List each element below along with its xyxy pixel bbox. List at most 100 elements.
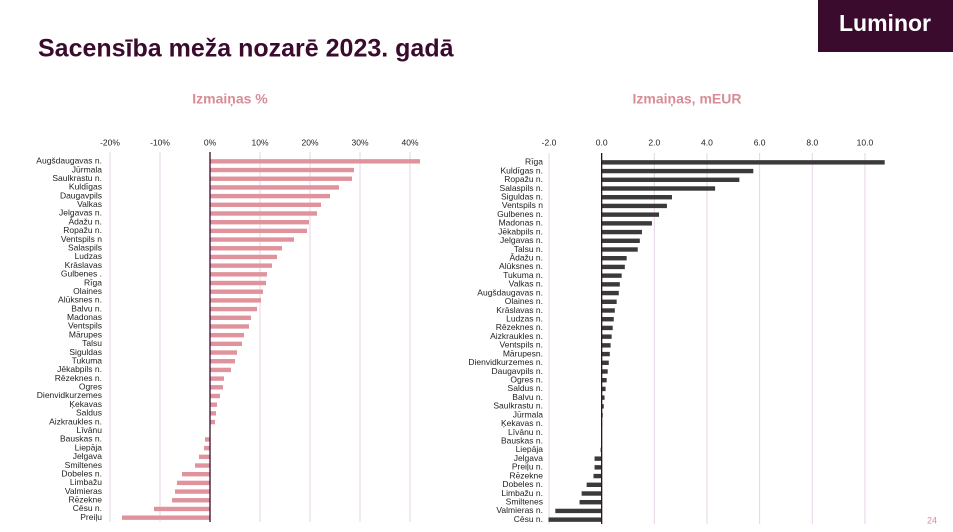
- y-tick-label: Gulbenes .: [61, 269, 102, 279]
- y-tick-label: Saldus n.: [508, 383, 543, 393]
- bar: [601, 186, 716, 191]
- bar: [210, 411, 216, 416]
- y-tick-label: Salaspils n.: [500, 183, 543, 193]
- y-tick-label: Alūksnes n.: [58, 295, 102, 305]
- bar: [601, 247, 638, 252]
- x-tick-label: 2.0: [648, 137, 660, 147]
- bar: [601, 369, 608, 374]
- x-tick-label: 30%: [351, 137, 368, 147]
- bar: [586, 482, 602, 487]
- bar: [601, 404, 604, 409]
- y-tick-label: Jēkabpils n.: [57, 364, 102, 374]
- bar: [601, 343, 611, 348]
- bar: [210, 419, 215, 425]
- bar: [182, 472, 210, 477]
- bar: [210, 385, 223, 390]
- x-tick-label: 0.0: [596, 137, 608, 147]
- x-tick-label: -2.0: [542, 137, 557, 147]
- bar: [177, 480, 210, 486]
- y-tick-label: Talsu n.: [514, 244, 543, 254]
- bar: [210, 246, 282, 251]
- bar: [210, 202, 321, 207]
- y-tick-label: Krāslavas: [65, 260, 102, 270]
- y-tick-label: Augšdaugavas n.: [36, 156, 102, 166]
- bar: [205, 437, 210, 442]
- bar: [601, 325, 613, 331]
- x-tick-label: -20%: [100, 137, 120, 147]
- bar: [601, 168, 754, 174]
- x-tick-label: 4.0: [701, 137, 713, 147]
- bar: [210, 306, 257, 312]
- bar: [154, 506, 210, 512]
- y-tick-label: Ogres n.: [510, 374, 543, 384]
- bar: [210, 176, 352, 181]
- bar: [210, 376, 224, 381]
- y-tick-label: Rīga: [84, 277, 102, 287]
- bar: [210, 341, 242, 347]
- bar: [210, 272, 267, 277]
- bar: [601, 282, 620, 287]
- y-tick-label: Bauskas n.: [60, 434, 102, 444]
- bar: [204, 445, 210, 451]
- logo-box: [818, 0, 953, 52]
- bar: [579, 500, 602, 505]
- bar: [601, 273, 622, 278]
- bar: [210, 350, 237, 355]
- bar: [601, 351, 610, 357]
- bar: [210, 211, 317, 216]
- bar: [601, 308, 615, 313]
- bar: [601, 299, 617, 304]
- y-tick-label: Dienvidkurzemes n.: [468, 357, 543, 367]
- bar: [210, 298, 261, 303]
- y-tick-label: Ventspils n: [502, 200, 543, 210]
- y-tick-label: Jelgava: [514, 453, 544, 463]
- bar: [210, 332, 244, 338]
- y-tick-label: Rēzeknes n.: [496, 322, 543, 332]
- y-tick-label: Liepāja: [75, 442, 103, 452]
- y-tick-label: Ventspils: [68, 321, 102, 331]
- bar: [195, 463, 210, 468]
- y-tick-label: Daugavpils n.: [491, 366, 543, 376]
- y-tick-label: Mārupes: [69, 329, 102, 339]
- bar: [210, 228, 307, 234]
- y-tick-label: Balvu n.: [71, 303, 102, 313]
- y-tick-label: Valkas n.: [509, 279, 543, 289]
- y-tick-label: Limbažu n.: [501, 488, 543, 498]
- y-tick-label: Talsu: [82, 338, 102, 348]
- bar: [601, 221, 652, 226]
- bar: [210, 254, 277, 260]
- bar: [601, 334, 612, 339]
- y-tick-label: Preiļu: [80, 512, 102, 522]
- y-tick-label: Aizkraukles n.: [490, 331, 543, 341]
- y-tick-label: Balvu n.: [512, 392, 543, 402]
- y-tick-label: Jelgava: [73, 451, 103, 461]
- bar: [210, 185, 339, 190]
- y-tick-label: Liepāja: [516, 444, 544, 454]
- bar: [593, 473, 602, 479]
- logo: Luminor: [839, 10, 931, 36]
- x-tick-label: 10%: [251, 137, 268, 147]
- y-tick-label: Dobeles n.: [61, 468, 102, 478]
- bar: [210, 193, 330, 199]
- y-tick-label: Rēzekne: [68, 495, 102, 505]
- y-tick-label: Ventspils n.: [500, 340, 543, 350]
- bar: [601, 317, 614, 322]
- y-tick-label: Cēsu n.: [514, 514, 543, 524]
- y-tick-label: Kuldīgas n.: [500, 165, 543, 175]
- y-tick-label: Madonas: [67, 312, 102, 322]
- x-tick-label: 10.0: [857, 137, 874, 147]
- y-tick-label: Preiļu n.: [512, 462, 543, 472]
- bar: [601, 203, 667, 209]
- y-tick-label: Ādažu n.: [509, 252, 543, 262]
- bar: [210, 263, 272, 268]
- bar: [555, 508, 602, 514]
- bar: [601, 378, 607, 383]
- y-tick-label: Rēzeknes n.: [55, 373, 102, 383]
- y-tick-label: Olaines n.: [505, 296, 543, 306]
- bar: [601, 212, 660, 217]
- y-tick-label: Madonas n.: [499, 218, 543, 228]
- y-tick-label: Jūrmala: [72, 164, 103, 174]
- x-tick-label: 40%: [401, 137, 418, 147]
- x-tick-label: 6.0: [754, 137, 766, 147]
- x-tick-label: -10%: [150, 137, 170, 147]
